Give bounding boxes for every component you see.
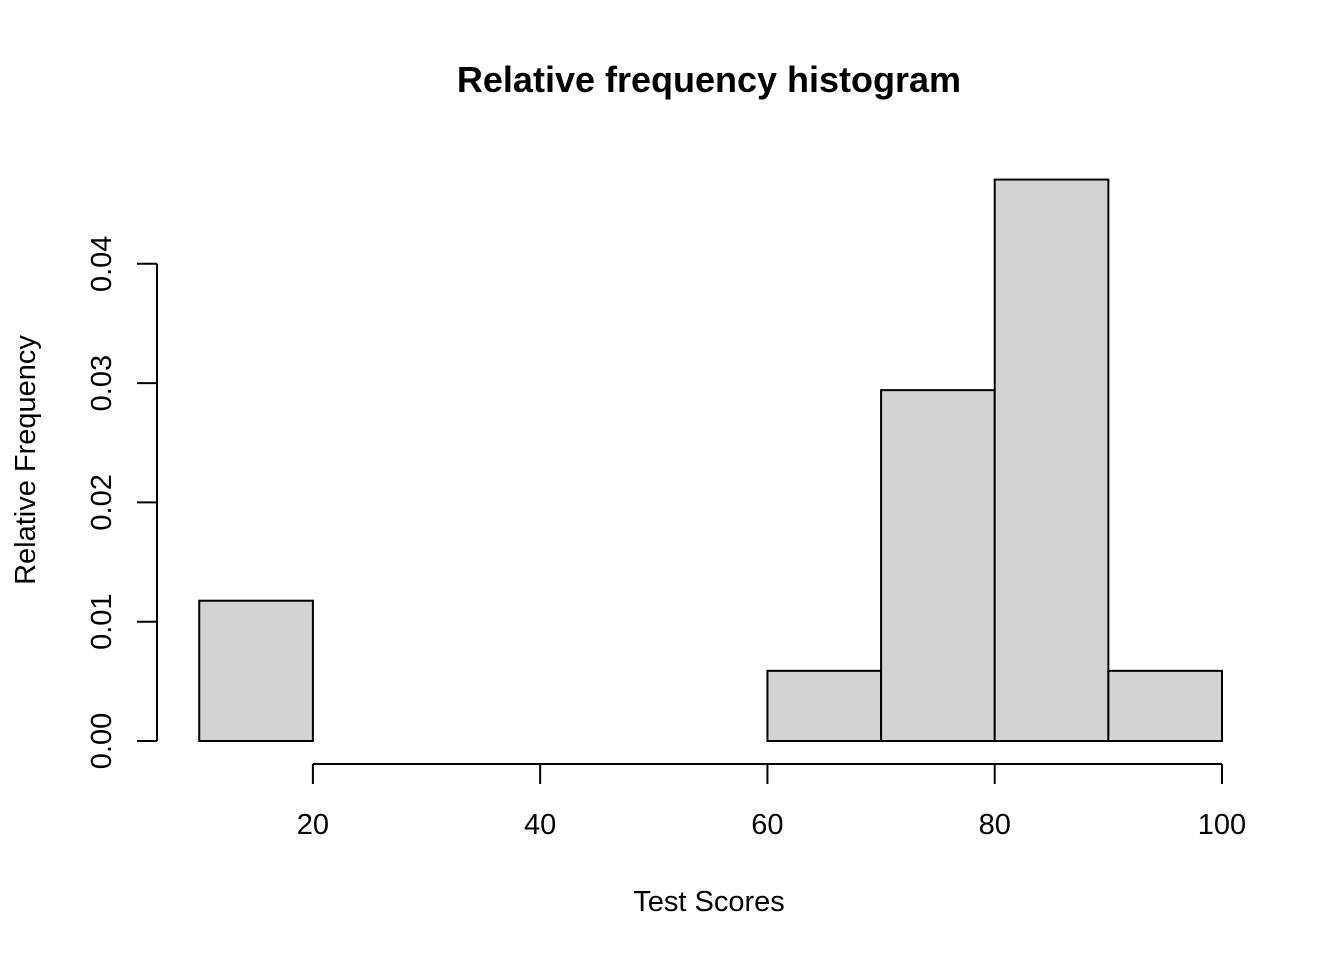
- histogram-bar-5: [766, 669, 883, 743]
- x-tick-label: 40: [524, 809, 556, 841]
- x-tick-label: 100: [1198, 809, 1246, 841]
- histogram-bar-8: [1107, 669, 1223, 743]
- y-axis-label: Relative Frequency: [10, 335, 42, 585]
- y-tick-label: 0.02: [86, 474, 118, 530]
- bars: [198, 178, 1223, 743]
- histogram-bar-7: [993, 178, 1110, 742]
- x-axis: 20 40 60 80 100: [297, 763, 1246, 841]
- y-tick-label: 0.03: [86, 355, 118, 411]
- x-ticks: 20 40 60 80 100: [297, 764, 1246, 841]
- y-axis: 0.00 0.01 0.02 0.03 0.04: [86, 236, 158, 769]
- y-tick-label: 0.00: [86, 713, 118, 769]
- histogram-bar-0: [198, 599, 314, 742]
- x-axis-label: Test Scores: [633, 886, 785, 918]
- y-tick-label: 0.04: [86, 236, 118, 292]
- x-tick-label: 20: [297, 809, 329, 841]
- chart-title: Relative frequency histogram: [457, 59, 961, 100]
- histogram-bar-6: [880, 389, 996, 742]
- x-tick-label: 60: [751, 809, 783, 841]
- y-ticks: 0.00 0.01 0.02 0.03 0.04: [86, 236, 157, 769]
- y-tick-label: 0.01: [86, 593, 118, 649]
- x-tick-label: 80: [979, 809, 1011, 841]
